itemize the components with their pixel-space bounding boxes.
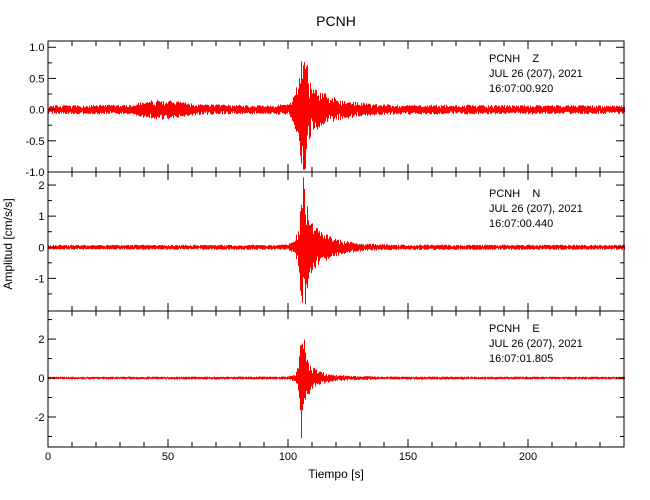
tick-labels: 0 50 100 150 200 -1.0 -0.5 0.0 0.5 1.0 -1 0 1 2 -2 0 2 [26, 42, 538, 463]
x-tick-label: 100 [279, 451, 297, 463]
y-tick-label: 0 [38, 373, 44, 385]
time-label: 16:07:01.805 [489, 353, 553, 365]
time-label: 16:07:00.440 [489, 218, 553, 230]
y-tick-label: -0.5 [26, 136, 45, 148]
date-label: JUL 26 (207), 2021 [489, 203, 583, 215]
y-axis-title: Amplitud [cm/s/s] [1, 198, 15, 289]
station-channel-label: PCNH N [489, 188, 540, 200]
date-label: JUL 26 (207), 2021 [489, 338, 583, 350]
panel-2-legend: PCNH N JUL 26 (207), 2021 16:07:00.440 [489, 188, 583, 230]
y-tick-label: -1.0 [26, 167, 45, 179]
time-label: 16:07:00.920 [489, 83, 553, 95]
y-tick-label: 2 [38, 180, 44, 192]
date-label: JUL 26 (207), 2021 [489, 68, 583, 80]
y-tick-label: -1 [35, 273, 45, 285]
panel-1-legend: PCNH Z JUL 26 (207), 2021 16:07:00.920 [489, 53, 583, 95]
x-tick-label: 200 [519, 451, 537, 463]
plot-title: PCNH [316, 13, 356, 29]
station-channel-label: PCNH Z [489, 53, 539, 65]
y-tick-label: -2 [35, 412, 45, 424]
axes-and-ticks [47, 40, 625, 448]
waveform-traces [48, 61, 625, 438]
x-tick-label: 50 [162, 451, 174, 463]
x-tick-label: 0 [45, 451, 51, 463]
y-tick-label: 0.0 [29, 105, 44, 117]
y-tick-label: 1 [38, 211, 44, 223]
y-tick-label: 0.5 [29, 73, 44, 85]
y-tick-label: 0 [38, 242, 44, 254]
x-tick-label: 150 [399, 451, 417, 463]
x-axis-title: Tiempo [s] [308, 467, 364, 481]
y-tick-label: 1.0 [29, 42, 44, 54]
y-tick-label: 2 [38, 334, 44, 346]
station-channel-label: PCNH E [489, 323, 540, 335]
panel-3-legend: PCNH E JUL 26 (207), 2021 16:07:01.805 [489, 323, 583, 365]
